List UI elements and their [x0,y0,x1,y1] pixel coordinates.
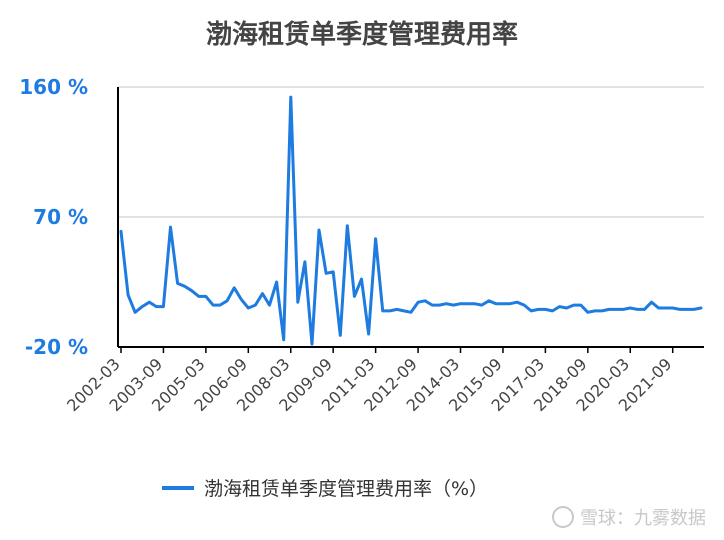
axes [117,87,704,353]
x-tick-labels: 2002-032003-092005-032006-092008-032009-… [63,354,675,415]
series-layer [119,95,703,346]
y-tick-label: 70 % [33,205,88,229]
chart-title: 渤海租赁单季度管理费用率 [205,20,518,50]
xueqiu-logo-icon [552,506,574,528]
series-line [119,95,703,346]
y-tick-labels: 160 % 70 % -20 % [19,75,88,359]
watermark: 雪球：九雾数据 [552,504,706,530]
legend-swatch [162,485,194,490]
legend: 渤海租赁单季度管理费用率（%） [162,474,488,501]
y-tick-label: 160 % [19,75,88,99]
line-chart: 160 % 70 % -20 % 2002-032003-092005-032006… [19,75,704,415]
watermark-text: 雪球：九雾数据 [580,508,706,529]
gridlines [118,86,704,218]
legend-label: 渤海租赁单季度管理费用率（%） [204,478,489,500]
y-tick-label: -20 % [25,335,88,359]
